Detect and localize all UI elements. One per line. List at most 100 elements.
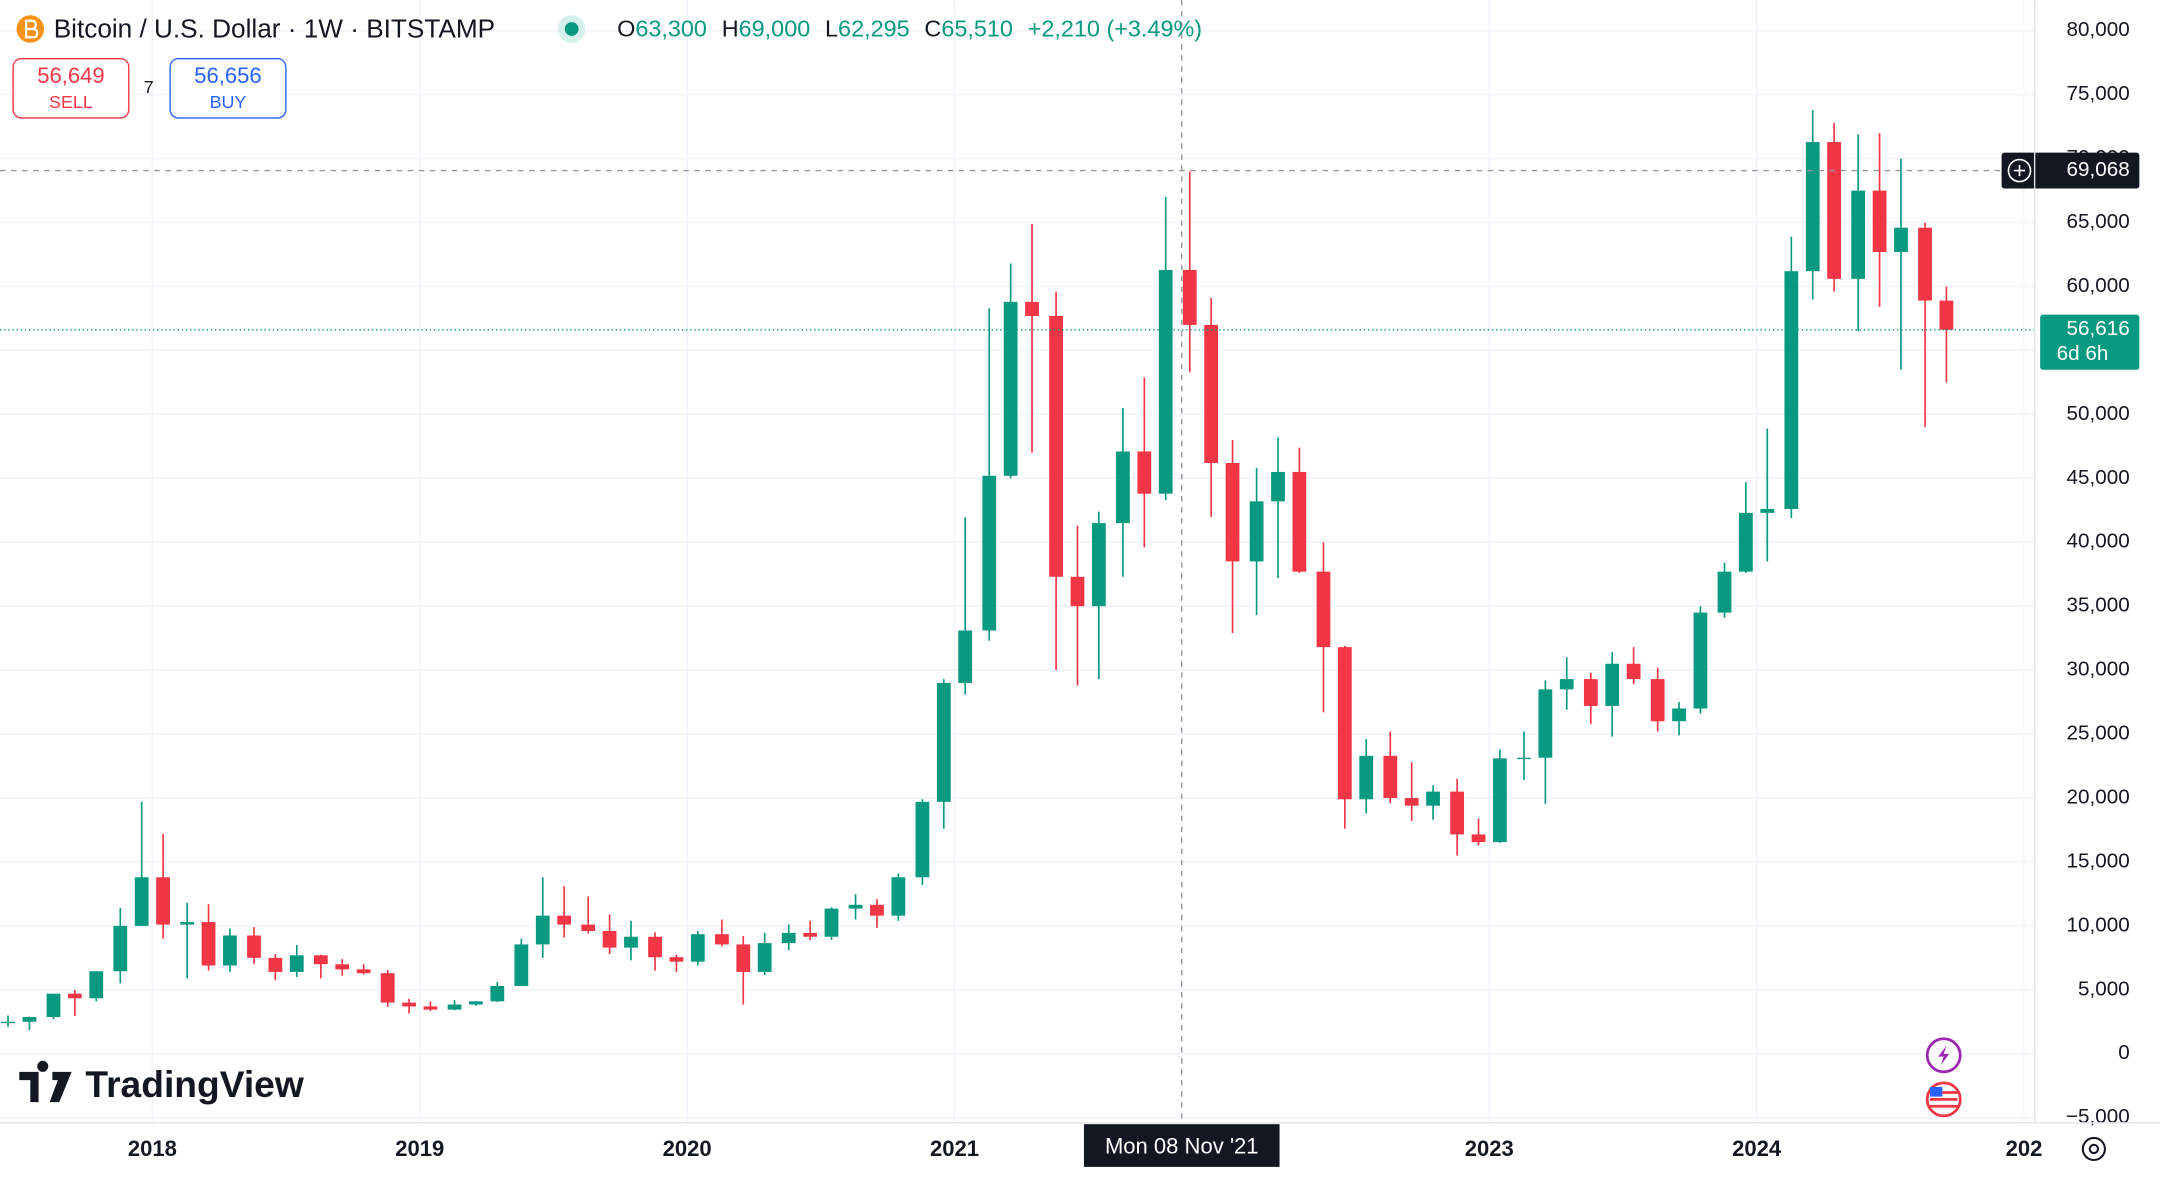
settings-icon[interactable] [2081, 1136, 2106, 1162]
x-tick-label: 2023 [1465, 1136, 1514, 1161]
spread: 7 [144, 77, 154, 97]
buy-price: 56,656 [194, 63, 261, 88]
flag-canton [1929, 1086, 1943, 1097]
candle-body [447, 1004, 462, 1010]
candle-body [423, 1006, 438, 1010]
candle-body [1049, 315, 1063, 577]
candle-body [648, 936, 662, 958]
y-tick-label: 45,000 [2067, 466, 2130, 489]
candle-body [156, 877, 170, 925]
candle-body [803, 932, 818, 937]
candle-body [1517, 757, 1531, 760]
candle-body [402, 1002, 416, 1007]
candle-body [1249, 501, 1264, 562]
candle-body [490, 985, 505, 1002]
candle-body [915, 801, 930, 878]
candle-body [557, 915, 572, 925]
y-tick-label: 0 [2118, 1041, 2130, 1064]
settings-glyph [2088, 1143, 2100, 1155]
candle-body [1939, 300, 1954, 330]
buy-button[interactable] [169, 57, 287, 119]
candle-body [1538, 689, 1553, 758]
candle-body [380, 973, 395, 1003]
sell-button[interactable] [12, 57, 130, 119]
candle-body [1693, 612, 1708, 709]
candle-body [824, 908, 839, 937]
candle-body [1292, 471, 1307, 572]
crosshair-add-glyph [2013, 165, 2026, 177]
candle-body [67, 993, 82, 999]
y-tick-label: 25,000 [2067, 722, 2130, 745]
symbol[interactable]: Bitcoin / U.S. Dollar · 1W · BITSTAMP [54, 13, 495, 43]
y-tick-label: 80,000 [2067, 18, 2130, 41]
candle-body [781, 932, 796, 944]
candle-body [1158, 269, 1173, 494]
candle-body [1450, 791, 1465, 835]
candle-body [89, 971, 104, 999]
candle-body [1116, 451, 1130, 524]
candle-body [335, 964, 350, 970]
candle-body [180, 922, 195, 925]
y-tick-label: 60,000 [2067, 274, 2130, 297]
candle-body [1784, 271, 1799, 510]
candle-body [1851, 190, 1866, 279]
crosshair-add-icon [2007, 158, 2032, 183]
brand-logo [19, 1060, 72, 1103]
buy-label: BUY [210, 92, 247, 112]
candle-body [1626, 663, 1641, 680]
ohlc-label: L [825, 16, 838, 42]
candle-body [848, 904, 863, 909]
candle-body [469, 1001, 483, 1005]
candle-body [1204, 324, 1219, 463]
candle-body [1605, 663, 1620, 706]
x-tick-label: 2019 [395, 1136, 444, 1161]
candle-body [1805, 142, 1820, 272]
candle-body [1471, 834, 1486, 843]
candle-body [1091, 523, 1106, 607]
brand-name: TradingView [85, 1063, 303, 1105]
status-dot [564, 22, 579, 36]
grid [0, 0, 2035, 1123]
candle-body [1717, 571, 1732, 613]
ohlc-label: H [722, 16, 739, 42]
coin-glyph [24, 19, 39, 39]
ohlc-label: O [617, 16, 635, 42]
candle-body [602, 930, 617, 948]
candle-body [1739, 512, 1753, 572]
y-tick-label: 10,000 [2067, 913, 2130, 936]
candle-body [669, 957, 684, 962]
candle-body [223, 935, 237, 966]
candle-body [22, 1017, 37, 1022]
candle-body [268, 957, 283, 972]
candle-body [46, 993, 61, 1018]
candle-body [113, 925, 128, 972]
candle-body [201, 922, 216, 966]
crosshair-x-label: Mon 08 Nov '21 [1105, 1133, 1259, 1158]
x-tick-label: 2018 [128, 1136, 177, 1161]
candle-body [356, 969, 371, 974]
candle-body [1182, 269, 1197, 325]
candle-body [936, 682, 951, 802]
candle-body [1025, 301, 1039, 316]
candle-body [247, 935, 261, 958]
y-tick-label: 75,000 [2067, 82, 2130, 105]
change: +2,210 (+3.49%) [1028, 16, 1202, 42]
candle-body [1493, 758, 1507, 843]
candle-body [1404, 798, 1419, 806]
y-tick-label: 5,000 [2078, 977, 2130, 1000]
candles [1, 110, 1954, 1031]
header: Bitcoin / U.S. Dollar · 1W · BITSTAMP O6… [16, 13, 1202, 43]
candle-body [1337, 647, 1352, 800]
candle-body [1383, 755, 1398, 799]
ohlc-value: 65,510 [941, 16, 1013, 42]
side-icons [1925, 1037, 2106, 1162]
candle-body [1827, 142, 1842, 279]
y-tick-label: 40,000 [2067, 530, 2130, 553]
candle-body [535, 915, 550, 945]
candle-body [1426, 791, 1440, 806]
candle-body [1872, 190, 1887, 253]
ohlc: O63,300 H69,000 L62,295 C65,510 +2,210 (… [617, 16, 1202, 42]
candle-body [714, 934, 729, 945]
